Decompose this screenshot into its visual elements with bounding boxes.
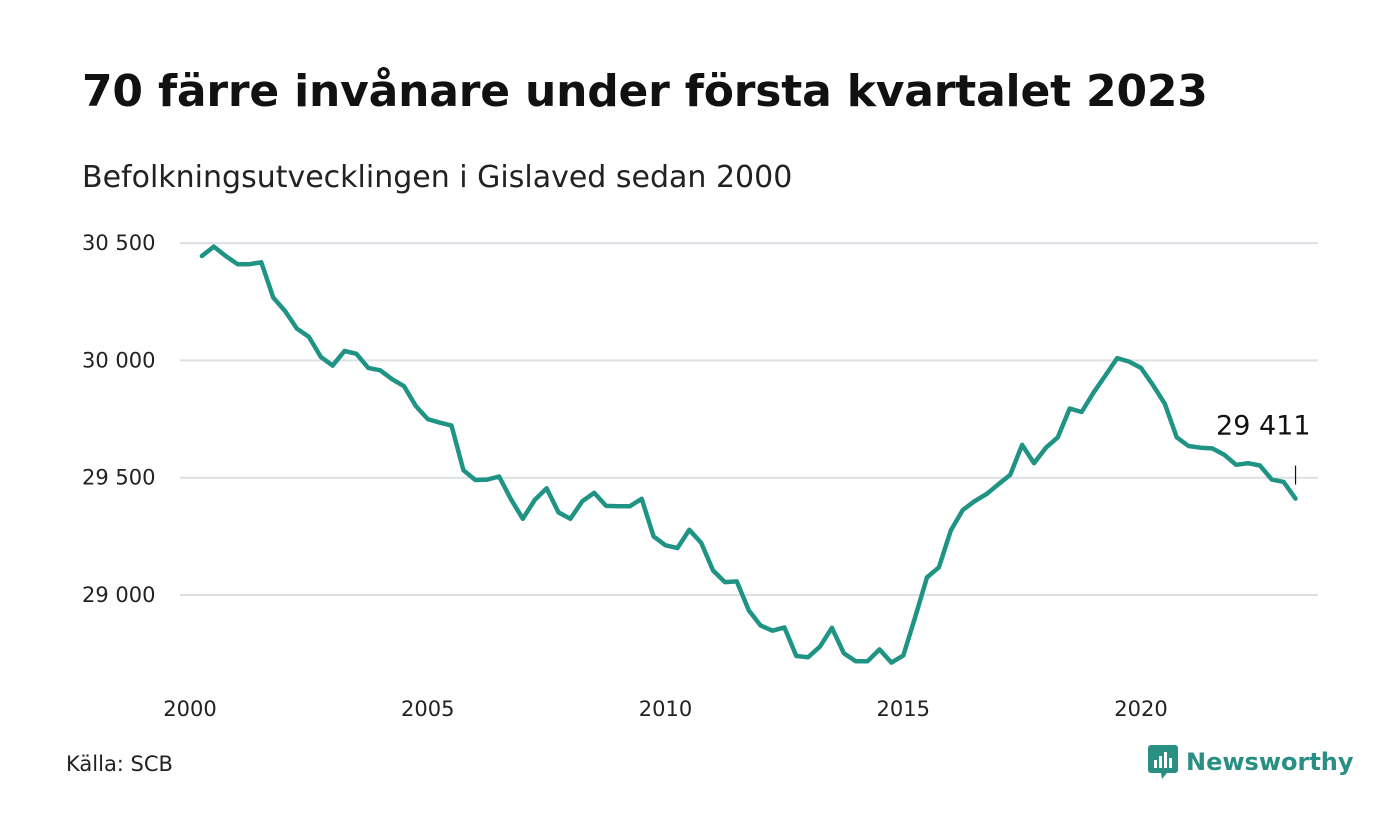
bar-chart-chat-icon — [1148, 745, 1178, 779]
x-tick-label: 2010 — [639, 697, 692, 721]
x-tick-label: 2000 — [163, 697, 216, 721]
end-value-annotation: 29 411 — [1216, 411, 1311, 485]
x-axis-ticks: 2000 2005 2010 2015 2020 — [163, 697, 1167, 721]
chart-subtitle: Befolkningsutvecklingen i Gislaved sedan… — [82, 160, 793, 195]
grid-lines — [180, 242, 1318, 596]
y-tick-label: 29 500 — [82, 466, 155, 490]
source-note: Källa: SCB — [66, 752, 173, 776]
x-tick-label: 2005 — [401, 697, 454, 721]
y-tick-label: 30 500 — [82, 231, 155, 255]
newsworthy-logo[interactable]: Newsworthy — [1148, 744, 1354, 780]
logo-text: Newsworthy — [1186, 748, 1354, 776]
series-line-path — [199, 244, 1298, 665]
series-line — [199, 244, 1298, 665]
y-tick-label: 29 000 — [82, 583, 155, 607]
y-axis-ticks: 29 000 29 500 30 000 30 500 — [82, 231, 155, 607]
x-tick-label: 2020 — [1114, 697, 1167, 721]
y-tick-label: 30 000 — [82, 348, 155, 372]
x-tick-label: 2015 — [877, 697, 930, 721]
chart-title: 70 färre invånare under första kvartalet… — [82, 66, 1208, 117]
end-value-label: 29 411 — [1216, 411, 1310, 442]
